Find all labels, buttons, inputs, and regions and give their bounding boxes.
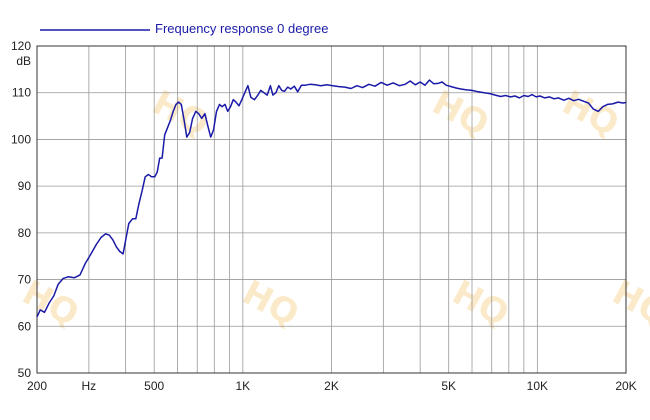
y-tick-label: 70 [18,273,32,287]
watermark-hq-text: HQ [606,273,650,335]
watermark-hq-text: HQ [556,83,625,145]
x-tick-label: Hz [82,379,97,393]
x-tick-label: 10K [527,379,548,393]
y-tick-label: 100 [11,132,31,146]
y-tick-label: 50 [18,366,32,380]
y-tick-label: 60 [18,319,32,333]
x-tick-label: 2K [324,379,339,393]
y-axis-label: dB [16,54,31,68]
y-tick-label: 90 [18,179,32,193]
y-axis-ticks: 50 60 70 80 90 100 110 120 [11,39,31,380]
plot-frame [36,45,627,374]
series-line-frequency-response [36,79,627,318]
watermark-hq-text: HQ [236,273,305,335]
y-tick-label: 110 [12,86,31,100]
x-tick-label: 200 [27,379,47,393]
x-tick-label: 500 [144,379,164,393]
legend-label: Frequency response 0 degree [155,21,328,36]
y-tick-label: 80 [18,226,32,240]
y-tick-label: 120 [11,39,31,53]
watermark-hq-text: HQ [446,273,515,335]
watermark-hq-text: HQ [426,83,495,145]
x-tick-label: 5K [441,379,456,393]
series-group [36,79,627,318]
x-tick-label: 1K [236,379,251,393]
grid-lines [36,45,627,374]
x-axis-ticks: 200 Hz 500 1K 2K 5K 10K 20K [27,379,637,393]
x-tick-label: 20K [615,379,636,393]
legend: Frequency response 0 degree [40,21,328,36]
